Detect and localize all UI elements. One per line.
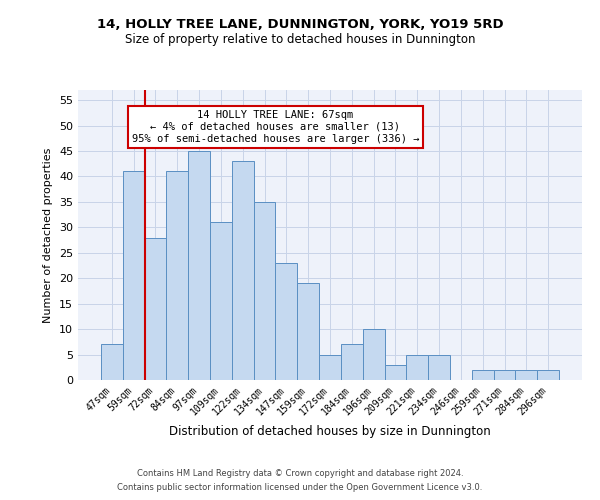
Bar [145,238,166,380]
Bar [515,370,537,380]
X-axis label: Distribution of detached houses by size in Dunnington: Distribution of detached houses by size … [169,425,491,438]
Text: Contains public sector information licensed under the Open Government Licence v3: Contains public sector information licen… [118,484,482,492]
Bar [537,370,559,380]
Bar [101,344,123,380]
Y-axis label: Number of detached properties: Number of detached properties [43,148,53,322]
Text: 14 HOLLY TREE LANE: 67sqm
← 4% of detached houses are smaller (13)
95% of semi-d: 14 HOLLY TREE LANE: 67sqm ← 4% of detach… [132,110,419,144]
Text: Size of property relative to detached houses in Dunnington: Size of property relative to detached ho… [125,32,475,46]
Bar [428,354,450,380]
Bar [385,364,406,380]
Bar [188,151,210,380]
Bar [254,202,275,380]
Text: 14, HOLLY TREE LANE, DUNNINGTON, YORK, YO19 5RD: 14, HOLLY TREE LANE, DUNNINGTON, YORK, Y… [97,18,503,30]
Bar [210,222,232,380]
Text: Contains HM Land Registry data © Crown copyright and database right 2024.: Contains HM Land Registry data © Crown c… [137,468,463,477]
Bar [123,172,145,380]
Bar [341,344,363,380]
Bar [297,284,319,380]
Bar [319,354,341,380]
Bar [275,263,297,380]
Bar [472,370,494,380]
Bar [494,370,515,380]
Bar [166,172,188,380]
Bar [232,161,254,380]
Bar [406,354,428,380]
Bar [363,329,385,380]
